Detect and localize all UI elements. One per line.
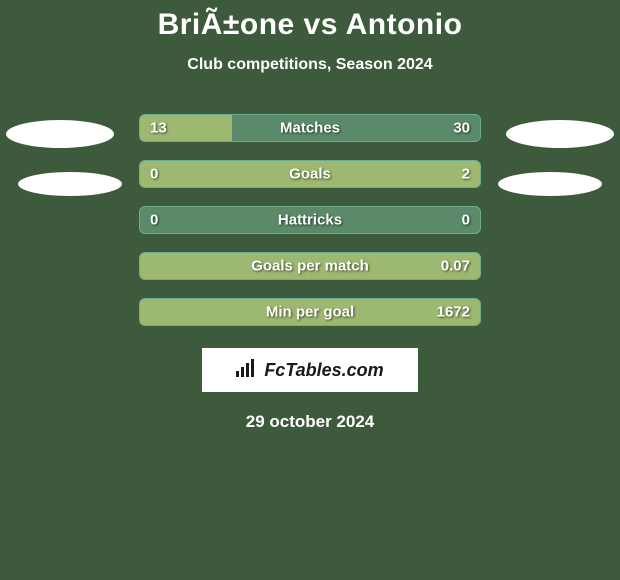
- infographic-container: BriÃ±one vs Antonio Club competitions, S…: [0, 0, 620, 432]
- stat-row-min-per-goal: Min per goal 1672: [139, 298, 481, 326]
- stat-label: Goals: [140, 166, 480, 183]
- stat-value-right: 0.07: [441, 258, 470, 275]
- stat-row-goals-per-match: Goals per match 0.07: [139, 252, 481, 280]
- player-right-ellipse-2: [498, 172, 602, 196]
- chart-bars-icon: [236, 359, 258, 382]
- player-right-ellipse-1: [506, 120, 614, 148]
- stats-area: 13 Matches 30 0 Goals 2 0 Hattricks 0 Go…: [0, 114, 620, 432]
- stat-label: Hattricks: [140, 212, 480, 229]
- stat-value-right: 0: [462, 212, 470, 229]
- footer-date: 29 october 2024: [0, 412, 620, 432]
- stat-row-matches: 13 Matches 30: [139, 114, 481, 142]
- player-left-ellipse-2: [18, 172, 122, 196]
- stat-value-right: 30: [453, 120, 470, 137]
- stat-value-right: 1672: [437, 304, 470, 321]
- logo-box: FcTables.com: [202, 348, 418, 392]
- player-left-ellipse-1: [6, 120, 114, 148]
- page-title: BriÃ±one vs Antonio: [0, 8, 620, 42]
- stat-label: Goals per match: [140, 258, 480, 275]
- stat-label: Matches: [140, 120, 480, 137]
- page-subtitle: Club competitions, Season 2024: [0, 56, 620, 74]
- stat-label: Min per goal: [140, 304, 480, 321]
- logo-text: FcTables.com: [264, 360, 383, 381]
- stat-row-goals: 0 Goals 2: [139, 160, 481, 188]
- stat-value-right: 2: [462, 166, 470, 183]
- stat-row-hattricks: 0 Hattricks 0: [139, 206, 481, 234]
